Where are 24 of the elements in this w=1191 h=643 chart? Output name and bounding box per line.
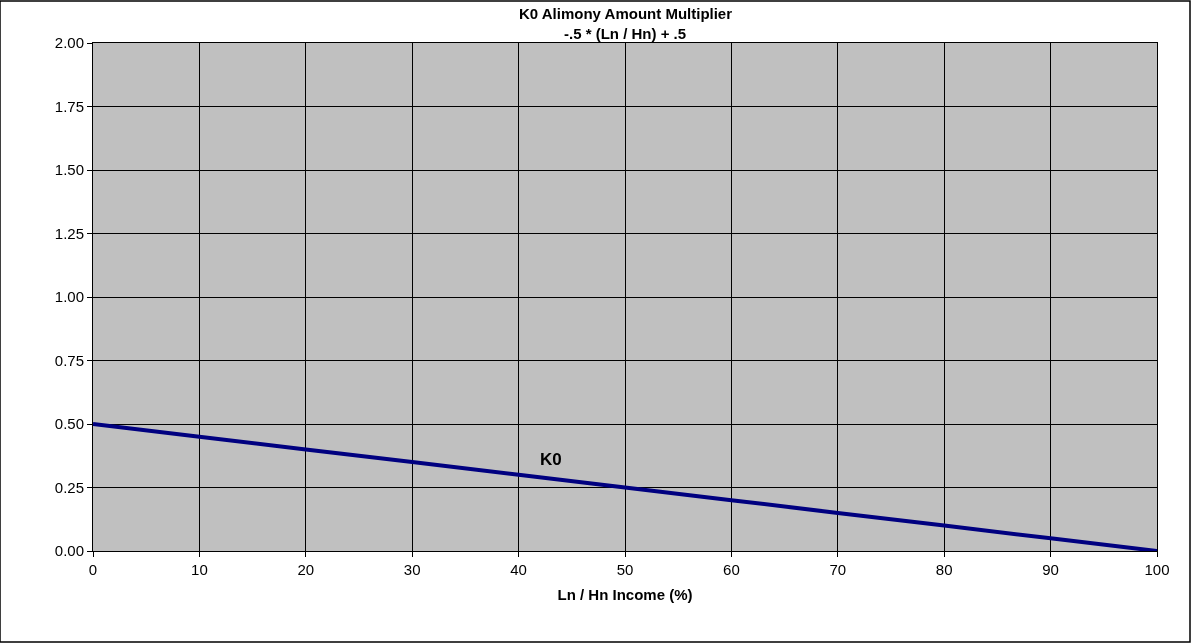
x-tick-label: 20	[297, 561, 315, 578]
x-tick-label: 60	[723, 561, 740, 578]
y-tick-label: 1.25	[54, 224, 84, 242]
x-tick-label: 80	[935, 561, 953, 578]
x-tick-label: 50	[616, 561, 634, 578]
x-tick-label: 0	[88, 561, 98, 578]
x-tick-label: 70	[829, 561, 847, 578]
x-tick-label: 40	[510, 561, 527, 578]
series-label: K0	[540, 450, 562, 469]
chart-title: K0 Alimony Amount Multiplier	[519, 5, 733, 22]
y-tick-label: 1.75	[54, 97, 84, 115]
y-tick-label: 0.25	[54, 478, 84, 496]
x-tick-label: 30	[403, 561, 421, 578]
y-tick-label: 1.00	[54, 288, 84, 306]
y-tick-label: 0.00	[54, 542, 84, 560]
y-tick-label: 1.50	[54, 161, 84, 179]
y-tick-label: 2.00	[54, 34, 84, 52]
chart-subtitle: -.5 * (Ln / Hn) + .5	[564, 25, 687, 42]
x-tick-label: 10	[191, 561, 208, 578]
y-tick-label: 0.50	[54, 415, 84, 433]
x-tick-label: 90	[1042, 561, 1059, 578]
y-tick-label: 0.75	[54, 351, 84, 369]
x-tick-label: 100	[1144, 561, 1170, 578]
x-axis-title: Ln / Hn Income (%)	[557, 586, 693, 603]
